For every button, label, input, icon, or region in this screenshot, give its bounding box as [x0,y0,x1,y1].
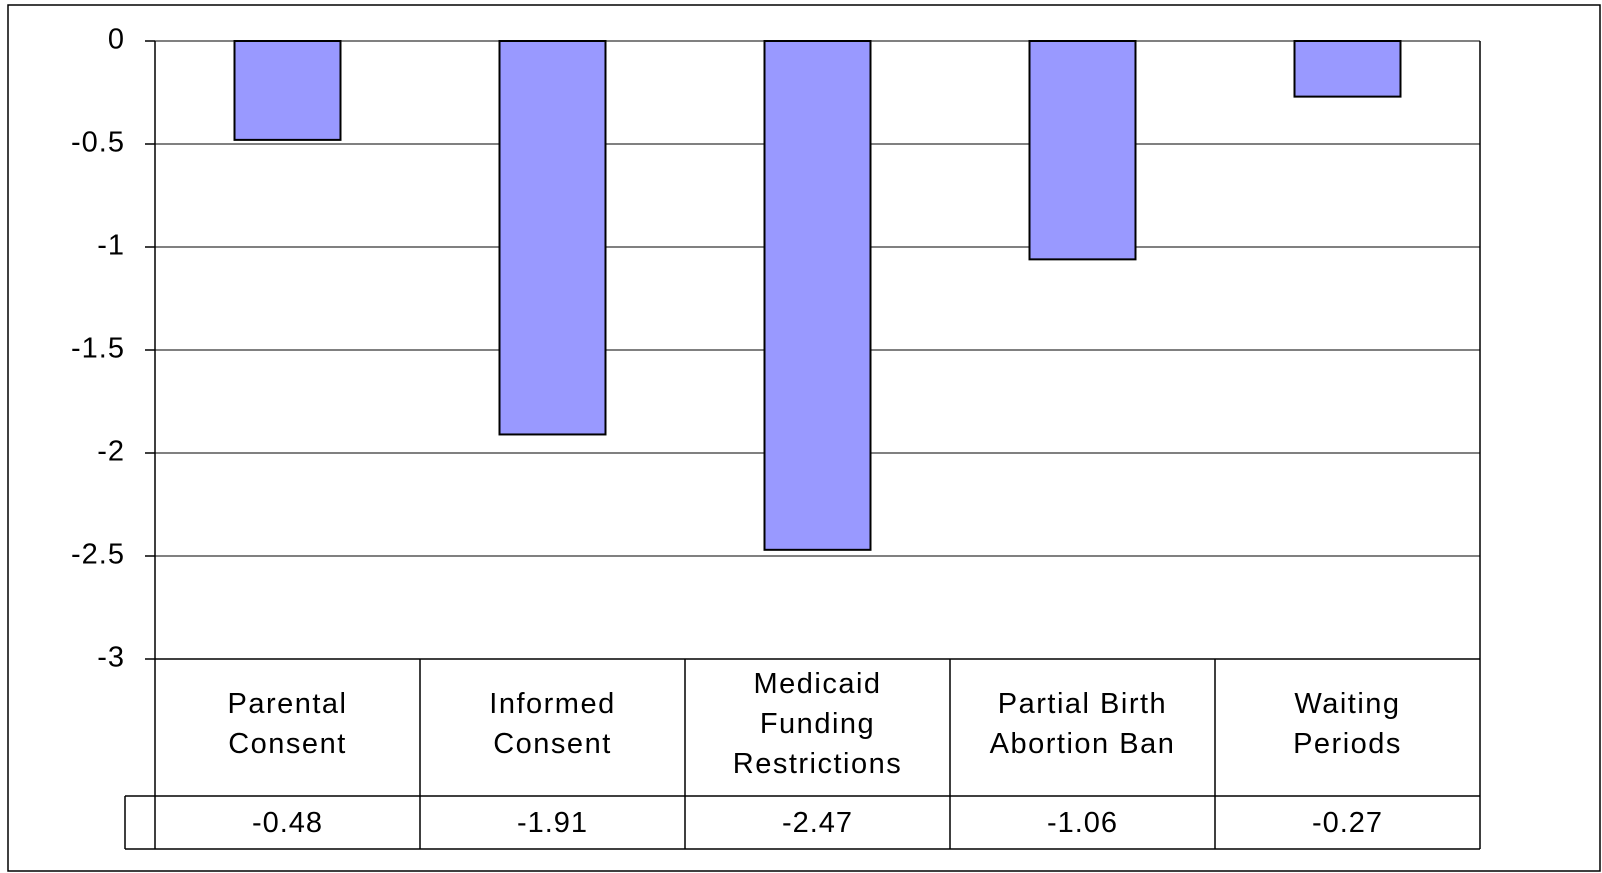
bar [763,40,872,551]
category-label: Informed Consent [489,687,616,760]
category-label: Medicaid Funding Restrictions [732,667,903,780]
y-tick-label: 0 [108,24,125,56]
value-label: -0.27 [1312,807,1383,839]
value-label: -1.06 [1047,807,1118,839]
y-tick-label: -3 [97,642,125,674]
frame [7,4,1601,872]
y-tick-label: -2.5 [71,539,125,571]
y-tick-label: -2 [97,436,125,468]
category-label: Waiting Periods [1293,687,1402,760]
y-tick-label: -0.5 [71,127,125,159]
value-label: -1.91 [517,807,588,839]
category-label: Parental Consent [227,687,348,760]
y-tick-label: -1 [97,230,125,262]
bar [498,40,607,436]
value-label: -2.47 [782,807,853,839]
bar [233,40,342,141]
value-label: -0.48 [252,807,323,839]
bar [1293,40,1402,98]
y-tick-label: -1.5 [71,333,125,365]
category-label: Partial Birth Abortion Ban [989,687,1176,760]
bar [1028,40,1137,261]
